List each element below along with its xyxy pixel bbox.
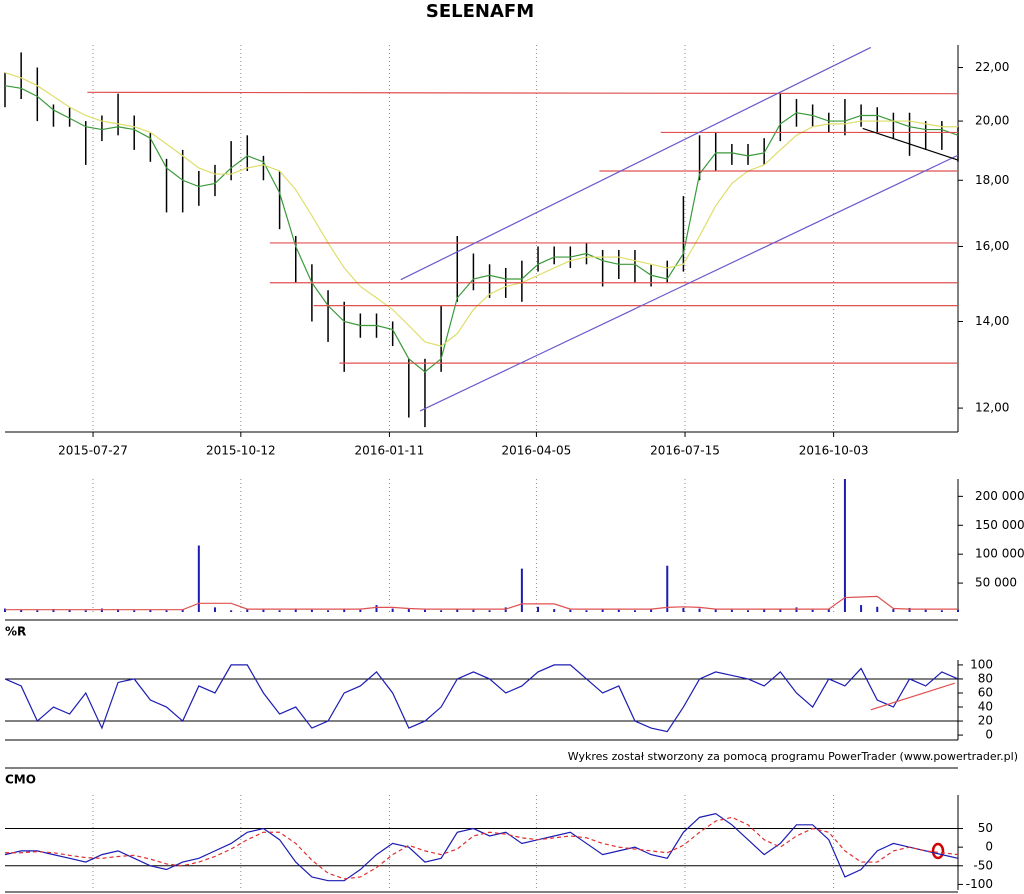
series-line — [5, 595, 958, 611]
trend-line — [419, 154, 959, 412]
x-tick-label: 2016-10-03 — [799, 444, 869, 458]
volume-bar — [343, 609, 346, 612]
volume-bar — [892, 609, 895, 612]
volume-bar — [20, 609, 23, 612]
volume-bar — [860, 605, 863, 612]
volume-bar — [36, 610, 39, 612]
volume-bar — [149, 609, 152, 612]
x-tick-label: 2016-01-11 — [355, 444, 425, 458]
trend-line — [87, 91, 959, 95]
trend-line — [862, 127, 959, 161]
volume-bar — [440, 610, 443, 612]
volume-bar — [666, 565, 669, 612]
volume-bar — [617, 609, 620, 612]
x-tick-label: 2015-10-12 — [206, 444, 276, 458]
series-line — [4, 812, 959, 882]
series-line — [4, 72, 958, 347]
volume-bar — [165, 610, 168, 612]
chart-title: SELENAFM — [426, 1, 534, 22]
volume-bar — [876, 606, 879, 612]
x-tick-label: 2015-07-27 — [58, 444, 128, 458]
y-tick-label: 40 — [978, 700, 993, 714]
volume-bar — [763, 608, 766, 612]
volume-bar — [197, 545, 200, 612]
series-line — [4, 85, 959, 373]
volume-bar — [714, 609, 717, 612]
volume-bar — [747, 610, 750, 612]
volume-bar — [423, 609, 426, 612]
volume-bar — [811, 609, 814, 612]
y-tick-label: 16,00 — [975, 239, 1009, 253]
y-tick-label: 0 — [985, 728, 993, 742]
volume-bar — [294, 608, 297, 612]
y-tick-label: 22,00 — [975, 60, 1009, 74]
y-tick-label: 50 000 — [975, 576, 1017, 590]
volume-bar — [779, 609, 782, 612]
y-tick-label: -50 — [973, 858, 993, 872]
y-tick-label: 100 000 — [975, 547, 1024, 561]
volume-bar — [391, 608, 394, 612]
y-tick-label: 200 000 — [975, 489, 1024, 503]
chart-title: %R — [5, 625, 26, 639]
series-line — [5, 816, 959, 880]
volume-bar — [262, 609, 265, 612]
volume-bar — [601, 608, 604, 612]
y-tick-label: 20,00 — [975, 114, 1009, 128]
volume-bar — [650, 609, 653, 612]
volume-bar — [488, 610, 491, 612]
y-tick-label: 150 000 — [975, 518, 1024, 532]
y-tick-label: 0 — [985, 840, 993, 854]
volume-bar — [843, 479, 846, 612]
y-tick-label: 14,00 — [975, 314, 1009, 328]
y-tick-label: -100 — [966, 877, 993, 891]
annotation-circle — [931, 842, 945, 860]
chart-title: CMO — [5, 773, 36, 787]
footer: Wykres został stworzony za pomocą progra… — [568, 750, 1018, 763]
y-tick-label: 20 — [978, 714, 993, 728]
volume-bar — [537, 606, 540, 612]
volume-bar — [472, 609, 475, 612]
volume-bar — [569, 609, 572, 612]
series-line — [4, 664, 959, 733]
x-tick-label: 2016-07-15 — [650, 444, 720, 458]
volume-bar — [133, 610, 136, 612]
y-tick-label: 80 — [978, 671, 993, 685]
volume-bar — [213, 607, 216, 612]
volume-bar — [698, 608, 701, 612]
volume-bar — [682, 607, 685, 612]
volume-bar — [246, 609, 249, 612]
y-tick-label: 60 — [978, 685, 993, 699]
trend-line — [870, 682, 955, 711]
volume-bar — [375, 605, 378, 612]
volume-bar — [359, 609, 362, 612]
volume-bar — [456, 609, 459, 612]
volume-bar — [310, 609, 313, 612]
volume-bar — [940, 610, 943, 612]
volume-bar — [407, 607, 410, 612]
y-tick-label: 12,00 — [975, 401, 1009, 415]
volume-bar — [957, 609, 959, 612]
volume-bar — [827, 609, 830, 612]
volume-bar — [52, 609, 55, 612]
trend-line — [400, 46, 872, 281]
volume-bar — [84, 610, 87, 612]
volume-bar — [181, 609, 184, 612]
volume-bar — [117, 609, 120, 612]
volume-bar — [230, 610, 233, 612]
volume-bar — [520, 568, 523, 612]
volume-bar — [924, 609, 927, 612]
volume-bar — [908, 607, 911, 612]
x-tick-label: 2016-04-05 — [502, 444, 572, 458]
y-tick-label: 18,00 — [975, 173, 1009, 187]
volume-bar — [585, 610, 588, 612]
volume-bar — [327, 610, 330, 612]
y-tick-label: 100 — [970, 657, 993, 671]
volume-bar — [553, 609, 556, 612]
volume-bar — [730, 609, 733, 612]
volume-bar — [633, 610, 636, 612]
volume-bar — [278, 610, 281, 612]
volume-bar — [68, 609, 71, 612]
y-tick-label: 50 — [978, 821, 993, 835]
